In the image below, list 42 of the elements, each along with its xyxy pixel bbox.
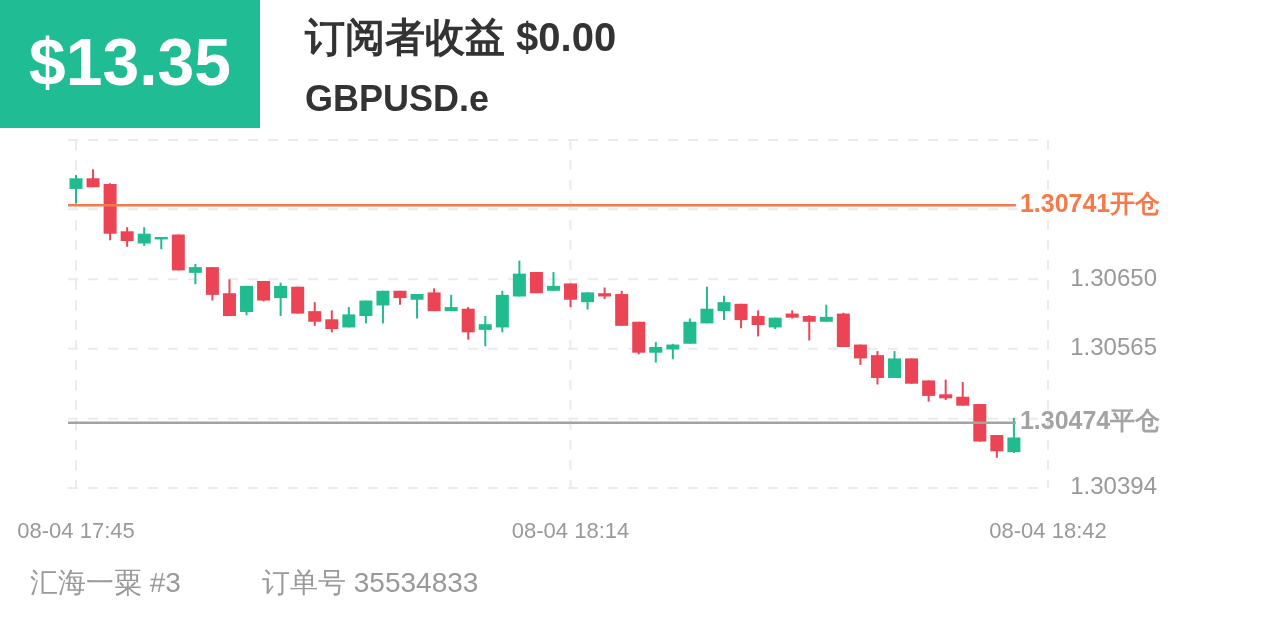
y-tick-label: 1.30565 <box>1070 332 1157 360</box>
chart-subtitle: GBPUSD.e <box>305 77 490 119</box>
candlestick <box>410 293 424 320</box>
candlestick <box>717 294 731 322</box>
text: 汇海一粟 #3 <box>30 567 181 599</box>
candlestick <box>546 271 560 292</box>
candlestick <box>376 289 390 325</box>
candlestick <box>956 381 970 407</box>
candlestick <box>802 314 816 342</box>
candlestick <box>274 281 288 318</box>
candlestick <box>137 226 151 247</box>
candlestick <box>564 282 578 309</box>
candlestick <box>700 285 714 325</box>
candlestick <box>188 262 202 286</box>
candlestick <box>120 226 134 248</box>
candlestick <box>870 350 884 386</box>
candlestick <box>922 379 936 403</box>
x-tick-label: 08-04 18:14 <box>511 517 630 543</box>
text: $13.35 <box>29 25 231 100</box>
candlestick <box>308 301 322 327</box>
candlestick <box>325 309 339 334</box>
text: 订单号 35534833 <box>262 567 479 599</box>
ref-line-label: 1.30474平仓 <box>1019 406 1161 435</box>
candlestick <box>939 378 953 401</box>
candlestick <box>512 259 526 298</box>
candlestick <box>1007 416 1021 454</box>
x-tick-label: 08-04 18:42 <box>989 517 1107 543</box>
y-tick-label: 1.30650 <box>1070 263 1157 291</box>
x-tick-label: 08-04 17:45 <box>17 517 135 543</box>
candlestick <box>888 350 902 379</box>
candlestick <box>69 174 83 205</box>
candlestick <box>683 317 697 345</box>
y-tick-label: 1.30394 <box>1070 472 1157 500</box>
candlestick <box>461 306 475 341</box>
ref-line-label: 1.30741开仓 <box>1019 188 1161 217</box>
candlestick <box>649 341 663 364</box>
candlestick <box>478 315 492 348</box>
chart-title: 订阅者收益 $0.00 <box>304 14 617 59</box>
candlestick <box>222 278 236 318</box>
candlestick <box>734 302 748 330</box>
candlestick <box>751 309 765 338</box>
candlestick <box>990 434 1004 459</box>
